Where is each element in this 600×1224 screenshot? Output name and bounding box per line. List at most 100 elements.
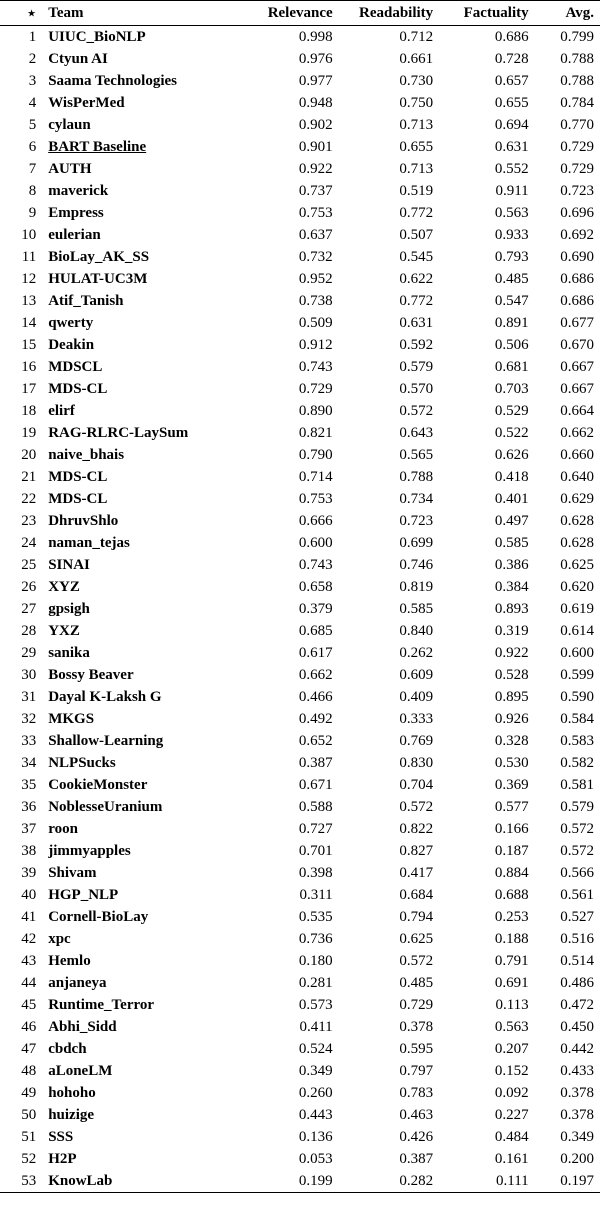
table-row: 52H2P0.0530.3870.1610.200: [0, 1148, 600, 1170]
readability-cell: 0.830: [339, 752, 440, 774]
readability-cell: 0.519: [339, 180, 440, 202]
team-cell: naive_bhais: [42, 444, 238, 466]
factuality-cell: 0.563: [439, 1016, 534, 1038]
team-cell: Shallow-Learning: [42, 730, 238, 752]
team-cell: Ctyun AI: [42, 48, 238, 70]
readability-cell: 0.592: [339, 334, 440, 356]
relevance-cell: 0.666: [238, 510, 339, 532]
rank-cell: 45: [0, 994, 42, 1016]
readability-cell: 0.507: [339, 224, 440, 246]
table-row: 9Empress0.7530.7720.5630.696: [0, 202, 600, 224]
readability-cell: 0.729: [339, 994, 440, 1016]
readability-cell: 0.772: [339, 202, 440, 224]
factuality-cell: 0.166: [439, 818, 534, 840]
relevance-cell: 0.753: [238, 488, 339, 510]
table-row: 35CookieMonster0.6710.7040.3690.581: [0, 774, 600, 796]
team-cell: cylaun: [42, 114, 238, 136]
relevance-cell: 0.727: [238, 818, 339, 840]
table-row: 25SINAI0.7430.7460.3860.625: [0, 554, 600, 576]
table-row: 16MDSCL0.7430.5790.6810.667: [0, 356, 600, 378]
avg-cell: 0.614: [535, 620, 600, 642]
avg-cell: 0.584: [535, 708, 600, 730]
readability-cell: 0.572: [339, 796, 440, 818]
factuality-cell: 0.188: [439, 928, 534, 950]
relevance-cell: 0.952: [238, 268, 339, 290]
rank-cell: 3: [0, 70, 42, 92]
rank-cell: 17: [0, 378, 42, 400]
readability-cell: 0.333: [339, 708, 440, 730]
rank-cell: 5: [0, 114, 42, 136]
relevance-cell: 0.998: [238, 26, 339, 49]
avg-cell: 0.667: [535, 356, 600, 378]
team-cell: DhruvShlo: [42, 510, 238, 532]
team-cell: H2P: [42, 1148, 238, 1170]
rank-cell: 44: [0, 972, 42, 994]
readability-cell: 0.822: [339, 818, 440, 840]
readability-cell: 0.723: [339, 510, 440, 532]
table-row: 32MKGS0.4920.3330.9260.584: [0, 708, 600, 730]
table-row: 53KnowLab0.1990.2820.1110.197: [0, 1170, 600, 1193]
relevance-cell: 0.466: [238, 686, 339, 708]
readability-cell: 0.378: [339, 1016, 440, 1038]
factuality-cell: 0.926: [439, 708, 534, 730]
factuality-cell: 0.793: [439, 246, 534, 268]
team-cell: MKGS: [42, 708, 238, 730]
rank-cell: 43: [0, 950, 42, 972]
relevance-cell: 0.652: [238, 730, 339, 752]
table-row: 41Cornell-BioLay0.5350.7940.2530.527: [0, 906, 600, 928]
table-row: 47cbdch0.5240.5950.2070.442: [0, 1038, 600, 1060]
team-cell: huizige: [42, 1104, 238, 1126]
team-cell: elirf: [42, 400, 238, 422]
rank-cell: 47: [0, 1038, 42, 1060]
table-row: 12HULAT-UC3M0.9520.6220.4850.686: [0, 268, 600, 290]
factuality-cell: 0.791: [439, 950, 534, 972]
factuality-cell: 0.152: [439, 1060, 534, 1082]
team-cell: SINAI: [42, 554, 238, 576]
rank-cell: 48: [0, 1060, 42, 1082]
readability-cell: 0.570: [339, 378, 440, 400]
results-table: ⋆ Team Relevance Readability Factuality …: [0, 0, 600, 1193]
table-row: 21MDS-CL0.7140.7880.4180.640: [0, 466, 600, 488]
factuality-cell: 0.484: [439, 1126, 534, 1148]
team-cell: Shivam: [42, 862, 238, 884]
factuality-cell: 0.547: [439, 290, 534, 312]
rank-cell: 33: [0, 730, 42, 752]
readability-cell: 0.545: [339, 246, 440, 268]
rank-cell: 26: [0, 576, 42, 598]
relevance-cell: 0.637: [238, 224, 339, 246]
team-cell: Atif_Tanish: [42, 290, 238, 312]
relevance-cell: 0.976: [238, 48, 339, 70]
table-row: 6BART Baseline0.9010.6550.6310.729: [0, 136, 600, 158]
team-cell: naman_tejas: [42, 532, 238, 554]
team-cell: eulerian: [42, 224, 238, 246]
rank-cell: 14: [0, 312, 42, 334]
header-avg: Avg.: [535, 1, 600, 26]
rank-cell: 37: [0, 818, 42, 840]
relevance-cell: 0.743: [238, 356, 339, 378]
factuality-cell: 0.631: [439, 136, 534, 158]
team-cell: WisPerMed: [42, 92, 238, 114]
readability-cell: 0.579: [339, 356, 440, 378]
rank-cell: 39: [0, 862, 42, 884]
relevance-cell: 0.379: [238, 598, 339, 620]
table-row: 38jimmyapples0.7010.8270.1870.572: [0, 840, 600, 862]
avg-cell: 0.600: [535, 642, 600, 664]
team-cell: MDSCL: [42, 356, 238, 378]
table-row: 36NoblesseUranium0.5880.5720.5770.579: [0, 796, 600, 818]
rank-cell: 52: [0, 1148, 42, 1170]
factuality-cell: 0.529: [439, 400, 534, 422]
rank-cell: 4: [0, 92, 42, 114]
avg-cell: 0.472: [535, 994, 600, 1016]
factuality-cell: 0.418: [439, 466, 534, 488]
factuality-cell: 0.895: [439, 686, 534, 708]
avg-cell: 0.566: [535, 862, 600, 884]
table-row: 49hohoho0.2600.7830.0920.378: [0, 1082, 600, 1104]
avg-cell: 0.628: [535, 532, 600, 554]
table-row: 15Deakin0.9120.5920.5060.670: [0, 334, 600, 356]
team-cell: YXZ: [42, 620, 238, 642]
rank-cell: 41: [0, 906, 42, 928]
avg-cell: 0.619: [535, 598, 600, 620]
rank-cell: 24: [0, 532, 42, 554]
rank-cell: 27: [0, 598, 42, 620]
rank-cell: 25: [0, 554, 42, 576]
